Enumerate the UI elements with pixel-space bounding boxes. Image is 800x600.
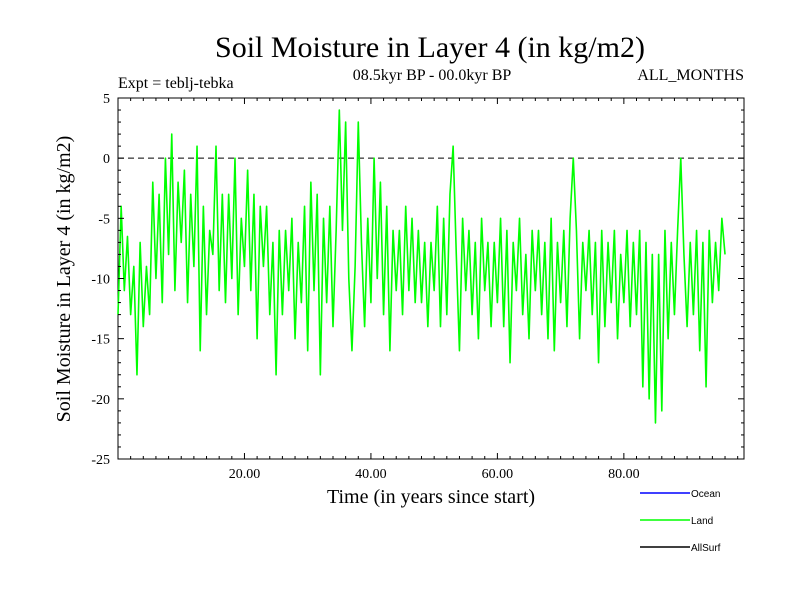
period-label: 08.5kyr BP - 00.0kyr BP xyxy=(353,67,512,84)
x-axis-label: Time (in years since start) xyxy=(327,486,535,508)
legend-label-ocean: Ocean xyxy=(691,489,720,500)
y-axis-label: Soil Moisture in Layer 4 (in kg/m2) xyxy=(53,136,75,423)
y-tick-label: 5 xyxy=(103,92,110,107)
series-layer xyxy=(117,109,726,424)
chart-title: Soil Moisture in Layer 4 (in kg/m2) xyxy=(215,31,645,64)
y-tick-label: -15 xyxy=(91,333,110,348)
tick-layer: 20.00 40.00 60.00 80.00 5 0 -5 -10 -15 -20 -25 xyxy=(91,92,744,482)
y-tick-label: -20 xyxy=(91,393,110,408)
y-tick-label: -5 xyxy=(98,212,110,227)
legend-label-allsurf: AllSurf xyxy=(691,543,721,554)
y-tick-label: -25 xyxy=(91,453,110,468)
y-tick-label: -10 xyxy=(91,273,110,288)
x-tick-label: 60.00 xyxy=(482,467,514,482)
x-tick-label: 40.00 xyxy=(355,467,387,482)
series-line-land xyxy=(117,109,726,424)
y-tick-label: 0 xyxy=(103,152,110,167)
x-tick-label: 20.00 xyxy=(229,467,261,482)
x-tick-label: 80.00 xyxy=(608,467,640,482)
plot-area: 20.00 40.00 60.00 80.00 5 0 -5 -10 -15 -20 -25 xyxy=(91,92,745,482)
plot-frame xyxy=(117,97,745,460)
experiment-label: Expt = teblj-tebka xyxy=(118,75,234,92)
months-label: ALL_MONTHS xyxy=(637,67,744,84)
legend-label-land: Land xyxy=(691,516,713,527)
legend: Ocean Land AllSurf xyxy=(640,489,721,554)
